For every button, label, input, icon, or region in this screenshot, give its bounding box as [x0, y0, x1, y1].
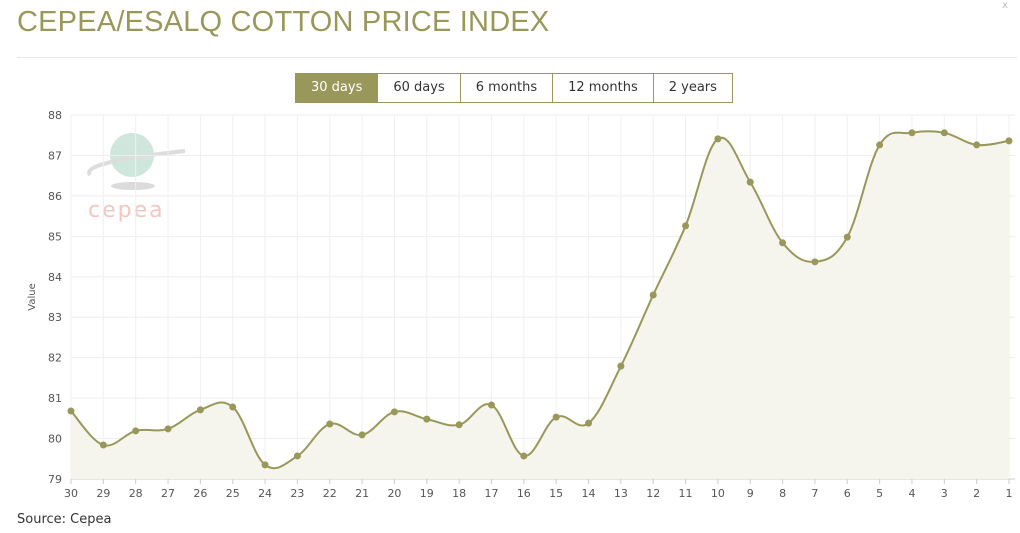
data-point[interactable]: [843, 233, 851, 241]
data-point[interactable]: [229, 403, 237, 411]
y-tick-label: 79: [48, 473, 62, 486]
x-tick-label: 19: [420, 487, 434, 500]
x-tick-label: 25: [226, 487, 240, 500]
y-tick-label: 80: [48, 433, 62, 446]
x-tick-label: 15: [549, 487, 563, 500]
divider: [17, 57, 1017, 58]
x-tick-label: 24: [258, 487, 272, 500]
x-tick-label: 21: [355, 487, 369, 500]
data-point[interactable]: [779, 239, 787, 247]
x-tick-label: 10: [711, 487, 725, 500]
x-tick-label: 14: [582, 487, 596, 500]
data-point[interactable]: [876, 141, 884, 149]
x-tick-label: 1: [1006, 487, 1013, 500]
y-tick-label: 87: [48, 149, 62, 162]
range-selector: 30 days 60 days 6 months 12 months 2 years: [295, 73, 733, 103]
logo-text: cepea: [88, 198, 165, 223]
close-icon[interactable]: x: [1002, 0, 1008, 11]
data-point[interactable]: [293, 452, 301, 460]
x-tick-label: 6: [844, 487, 851, 500]
x-tick-label: 3: [941, 487, 948, 500]
data-point[interactable]: [714, 135, 722, 143]
data-point[interactable]: [585, 419, 593, 427]
y-tick-label: 84: [48, 271, 62, 284]
x-tick-label: 4: [908, 487, 915, 500]
page-title: CEPEA/ESALQ COTTON PRICE INDEX: [17, 6, 550, 38]
x-tick-label: 26: [193, 487, 207, 500]
data-point[interactable]: [326, 420, 334, 428]
range-button-60-days[interactable]: 60 days: [377, 73, 461, 103]
data-point[interactable]: [908, 129, 916, 137]
x-tick-label: 17: [484, 487, 498, 500]
range-button-30-days[interactable]: 30 days: [295, 73, 379, 103]
data-point[interactable]: [973, 141, 981, 149]
cepea-logo: cepea: [87, 133, 186, 223]
data-point[interactable]: [196, 406, 204, 414]
x-tick-label: 2: [973, 487, 980, 500]
x-tick-label: 30: [64, 487, 78, 500]
data-point[interactable]: [617, 362, 625, 370]
x-tick-label: 29: [96, 487, 110, 500]
y-tick-label: 83: [48, 311, 62, 324]
y-axis-label: Value: [27, 283, 38, 310]
data-point[interactable]: [811, 258, 819, 266]
y-tick-label: 86: [48, 190, 62, 203]
x-tick-label: 23: [290, 487, 304, 500]
x-tick-label: 9: [747, 487, 754, 500]
data-point[interactable]: [746, 178, 754, 186]
data-point[interactable]: [261, 461, 269, 469]
x-tick-label: 7: [811, 487, 818, 500]
x-tick-label: 27: [161, 487, 175, 500]
x-tick-label: 5: [876, 487, 883, 500]
x-tick-label: 20: [387, 487, 401, 500]
y-tick-label: 81: [48, 392, 62, 405]
x-tick-label: 16: [517, 487, 531, 500]
data-point[interactable]: [487, 401, 495, 409]
source-note: Source: Cepea: [17, 512, 112, 527]
area-fill: [71, 131, 1009, 479]
data-point[interactable]: [390, 408, 398, 416]
range-button-2-years[interactable]: 2 years: [652, 73, 733, 103]
data-point[interactable]: [164, 425, 172, 433]
data-point[interactable]: [132, 427, 140, 435]
x-tick-label: 22: [323, 487, 337, 500]
data-point[interactable]: [682, 222, 690, 230]
x-tick-label: 8: [779, 487, 786, 500]
x-tick-label: 13: [614, 487, 628, 500]
data-point[interactable]: [1005, 137, 1013, 145]
data-point[interactable]: [552, 413, 560, 421]
x-tick-label: 12: [646, 487, 660, 500]
range-button-6-months[interactable]: 6 months: [459, 73, 554, 103]
data-point[interactable]: [520, 452, 528, 460]
y-tick-label: 82: [48, 352, 62, 365]
data-point[interactable]: [649, 291, 657, 299]
data-point[interactable]: [455, 421, 463, 429]
data-point[interactable]: [940, 129, 948, 137]
x-tick-label: 28: [129, 487, 143, 500]
x-tick-label: 18: [452, 487, 466, 500]
data-point[interactable]: [358, 431, 366, 439]
data-point[interactable]: [67, 407, 75, 415]
x-tick-label: 11: [679, 487, 693, 500]
data-point[interactable]: [423, 415, 431, 423]
y-tick-label: 85: [48, 230, 62, 243]
range-button-12-months[interactable]: 12 months: [552, 73, 654, 103]
y-tick-label: 88: [48, 109, 62, 122]
data-point[interactable]: [99, 441, 107, 449]
